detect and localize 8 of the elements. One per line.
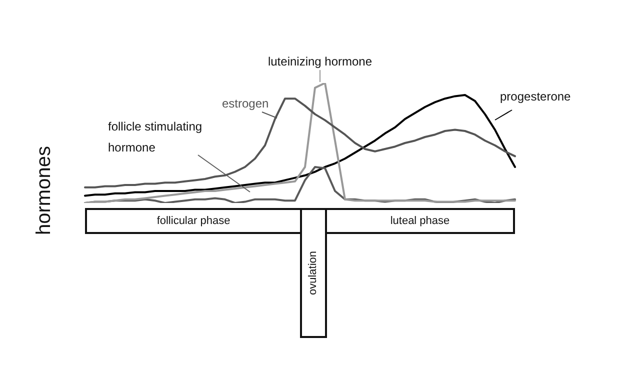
text: follicular phase [156, 215, 230, 227]
text: follicle stimulating hormone [108, 119, 202, 154]
text: luteal phase [390, 215, 450, 227]
y-axis-title: hormones [32, 146, 56, 234]
text: ovulation [308, 250, 320, 296]
series-label: progesterone [500, 89, 572, 104]
series-label: luteinizing hormone [268, 54, 372, 68]
series-label: estrogen [222, 96, 269, 110]
